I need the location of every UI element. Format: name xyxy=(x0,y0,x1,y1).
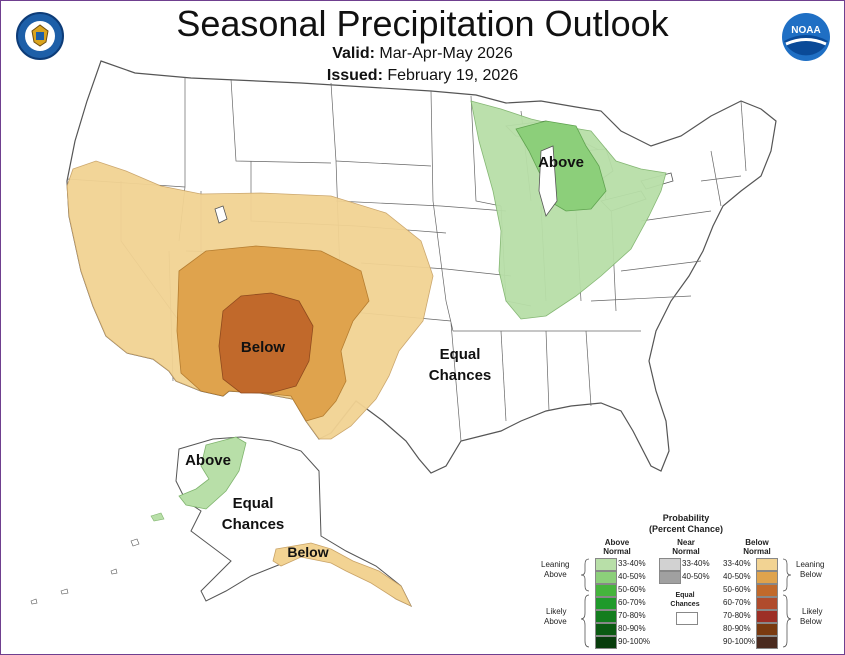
legend-equal-2: Chances xyxy=(670,601,700,608)
legend-range-below-5: 70-80% xyxy=(723,611,751,620)
legend-swatch-above-6 xyxy=(595,623,617,636)
aleutian-islands xyxy=(30,538,140,605)
label-equal-ak-1: Equal xyxy=(233,495,274,512)
issued-line: Issued: February 19, 2026 xyxy=(1,67,844,85)
valid-value: Mar-Apr-May 2026 xyxy=(379,45,513,62)
legend-likely-above-2: Above xyxy=(544,617,567,626)
legend-subtitle: (Percent Chance) xyxy=(648,524,724,534)
legend-swatch-below-1 xyxy=(756,558,778,571)
legend-swatch-near-2 xyxy=(659,571,681,584)
issued-label: Issued: xyxy=(326,67,383,84)
label-equal-conus-1: Equal xyxy=(440,346,481,363)
label-above-conus: Above xyxy=(538,154,584,171)
ak-islands-above xyxy=(150,512,165,522)
legend-range-above-4: 60-70% xyxy=(618,598,646,607)
legend-below-header-2: Normal xyxy=(743,547,771,556)
legend-swatch-above-7 xyxy=(595,636,617,649)
issued-value: February 19, 2026 xyxy=(387,67,519,84)
legend-range-below-7: 90-100% xyxy=(723,637,756,646)
legend-likely-below-2: Below xyxy=(800,617,822,626)
legend-range-below-3: 50-60% xyxy=(723,585,751,594)
legend-leaning-below-2: Below xyxy=(800,570,822,579)
legend-leaning-above-2: Above xyxy=(544,570,567,579)
label-above-ak: Above xyxy=(185,452,231,469)
legend-range-below-2: 40-50% xyxy=(723,572,751,581)
legend-swatch-near-1 xyxy=(659,558,681,571)
valid-label: Valid: xyxy=(332,45,375,62)
legend-likely-above-1: Likely xyxy=(546,607,567,616)
noaa-logo: NOAA xyxy=(782,13,830,61)
lake-michigan xyxy=(538,145,558,217)
legend-brackets xyxy=(580,558,792,648)
legend-leaning-above-1: Leaning xyxy=(541,560,570,569)
great-salt-lake xyxy=(214,205,228,224)
legend-range-above-2: 40-50% xyxy=(618,572,646,581)
legend-range-above-3: 50-60% xyxy=(618,585,646,594)
legend-range-above-6: 80-90% xyxy=(618,624,646,633)
legend-range-near-1: 33-40% xyxy=(682,559,710,568)
legend-range-below-4: 60-70% xyxy=(723,598,751,607)
legend-swatch-above-4 xyxy=(595,597,617,610)
legend-range-below-6: 80-90% xyxy=(723,624,751,633)
legend-below-header-1: Below xyxy=(745,538,769,547)
legend-above-header-1: Above xyxy=(604,538,630,547)
commerce-seal-logo xyxy=(16,12,64,60)
below-ak-region xyxy=(272,542,412,607)
above-ak-region xyxy=(178,436,247,510)
label-equal-conus-2: Chances xyxy=(429,367,492,384)
legend-range-above-5: 70-80% xyxy=(618,611,646,620)
legend-swatch-below-4 xyxy=(756,597,778,610)
label-equal-ak-2: Chances xyxy=(222,516,285,533)
legend-range-near-2: 40-50% xyxy=(682,572,710,581)
label-below-ak: Below xyxy=(287,544,328,560)
legend-swatch-below-5 xyxy=(756,610,778,623)
legend-swatch-below-2 xyxy=(756,571,778,584)
above-40-50-region xyxy=(515,120,607,212)
legend-range-above-7: 90-100% xyxy=(618,637,651,646)
valid-line: Valid: Mar-Apr-May 2026 xyxy=(1,45,844,63)
legend-swatch-above-2 xyxy=(595,571,617,584)
noaa-logo-text: NOAA xyxy=(791,25,820,36)
legend-swatch-below-6 xyxy=(756,623,778,636)
legend-likely-below-1: Likely xyxy=(802,607,823,616)
map-title: Seasonal Precipitation Outlook xyxy=(176,3,669,44)
legend-swatch-below-7 xyxy=(756,636,778,649)
legend-swatch-above-1 xyxy=(595,558,617,571)
legend-equal-swatch xyxy=(676,612,698,625)
below-50-60-region xyxy=(218,292,314,394)
legend-near-header-1: Near xyxy=(677,538,695,547)
legend-near-header-2: Normal xyxy=(672,547,700,556)
legend-swatch-above-3 xyxy=(595,584,617,597)
legend-swatch-above-5 xyxy=(595,610,617,623)
legend-range-below-1: 33-40% xyxy=(723,559,751,568)
legend-leaning-below-1: Leaning xyxy=(796,560,825,569)
legend-range-above-1: 33-40% xyxy=(618,559,646,568)
legend-equal-1: Equal xyxy=(675,592,695,599)
legend-swatch-below-3 xyxy=(756,584,778,597)
label-below-conus: Below xyxy=(241,339,286,356)
legend-above-header-2: Normal xyxy=(603,547,631,556)
legend-title: Probability xyxy=(662,513,710,523)
